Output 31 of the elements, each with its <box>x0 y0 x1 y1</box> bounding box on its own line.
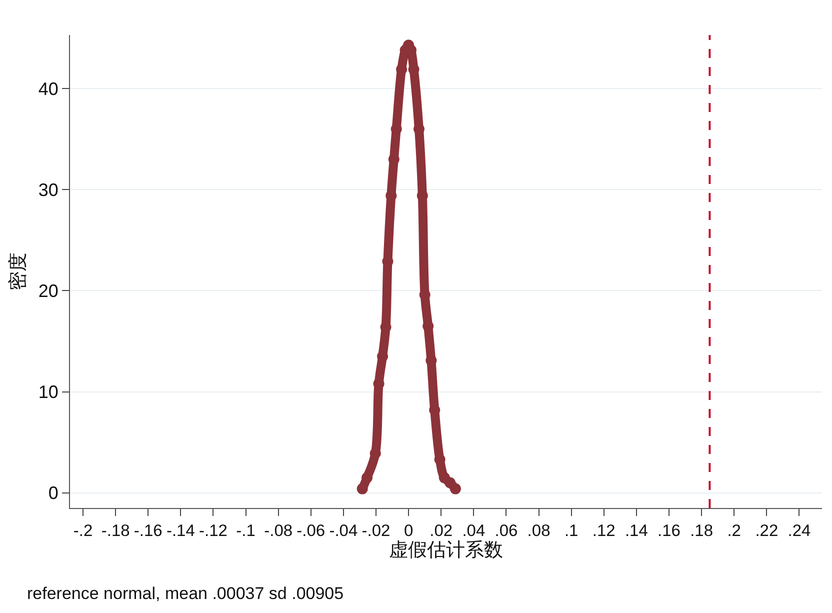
x-tick-label: -.08 <box>264 522 293 540</box>
x-tick-label: .1 <box>564 522 578 540</box>
x-tick-label: -.16 <box>134 522 162 540</box>
x-tick-label: .14 <box>624 522 648 540</box>
y-tick-label: 30 <box>38 180 58 200</box>
x-tick-label: -.06 <box>296 522 326 540</box>
x-tick-label: .18 <box>690 522 714 540</box>
x-tick-label: -.18 <box>101 522 130 540</box>
x-tick-label: -.02 <box>362 522 390 540</box>
x-tick-label: .06 <box>494 522 518 540</box>
x-tick-label: .24 <box>788 522 811 540</box>
x-axis-title: 虚假估计系数 <box>389 540 503 561</box>
y-tick-label: 40 <box>38 78 58 99</box>
x-tick-label: .22 <box>755 522 778 540</box>
text: reference normal, mean .00037 sd .00905 <box>27 584 344 603</box>
x-tick-label: -.1 <box>236 522 256 540</box>
x-tick-label: .04 <box>462 522 486 540</box>
y-axis-title: 密度 <box>7 252 30 290</box>
x-tick-label: .16 <box>658 522 680 540</box>
y-tick-label: 10 <box>38 382 58 402</box>
x-tick-label: -.2 <box>73 522 93 540</box>
x-tick-label: .12 <box>592 522 616 540</box>
y-tick-label: 0 <box>48 483 58 504</box>
x-tick-label: 0 <box>404 522 414 540</box>
x-tick-label: .2 <box>727 522 741 540</box>
x-tick-label: .08 <box>527 522 550 540</box>
x-tick-label: -.12 <box>199 522 228 540</box>
y-tick-label: 20 <box>38 281 58 301</box>
x-tick-label: -.14 <box>166 522 195 540</box>
x-tick-label: -.04 <box>329 522 358 540</box>
x-tick-label: .02 <box>430 522 453 540</box>
